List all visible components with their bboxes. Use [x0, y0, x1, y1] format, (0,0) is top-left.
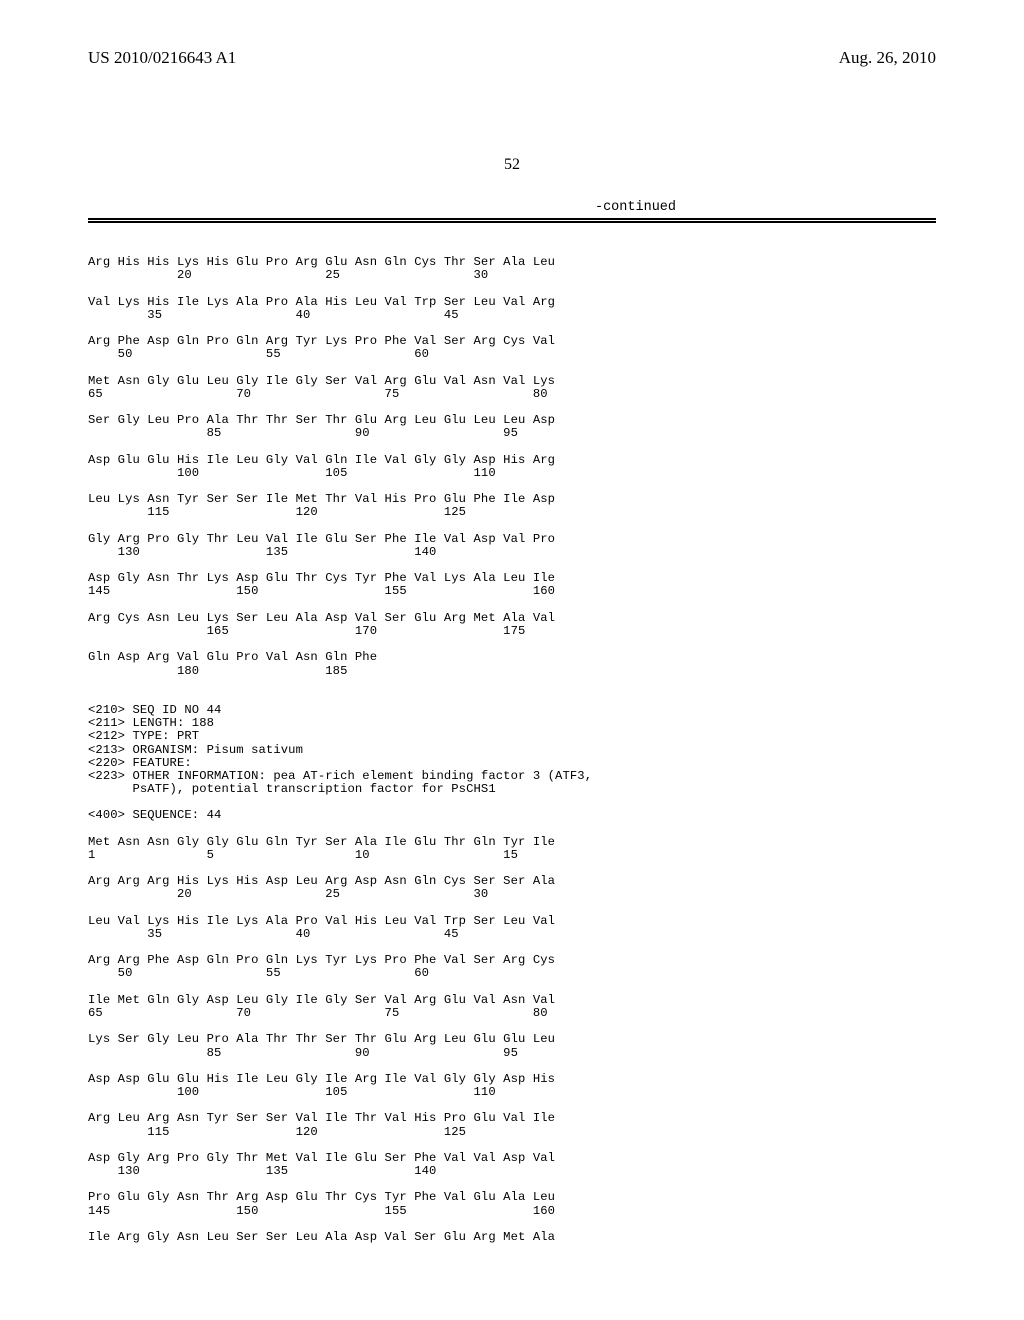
horizontal-rule-bottom [88, 221, 936, 223]
sequence-listing: Arg His His Lys His Glu Pro Arg Glu Asn … [88, 256, 936, 1244]
continued-label: -continued [88, 200, 936, 215]
publication-number: US 2010/0216643 A1 [88, 48, 236, 68]
continued-block: -continued [88, 200, 936, 223]
page-number: 52 [0, 156, 1024, 174]
page-header: US 2010/0216643 A1 Aug. 26, 2010 [88, 48, 936, 68]
horizontal-rule-top [88, 218, 936, 220]
publication-date: Aug. 26, 2010 [839, 48, 936, 68]
